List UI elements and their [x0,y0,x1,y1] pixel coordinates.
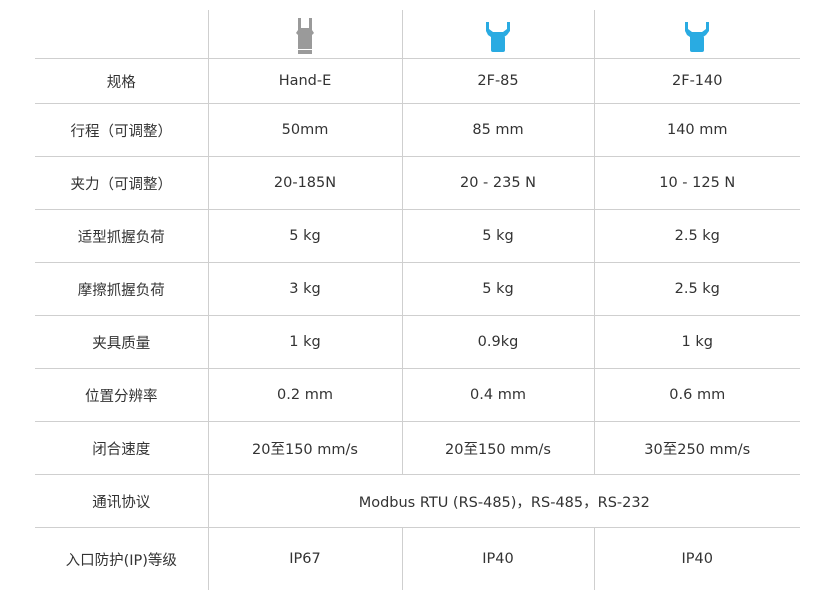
cell: Modbus RTU (RS-485)，RS-485，RS-232 [207,474,800,528]
row-label: 摩擦抓握负荷 [35,262,209,316]
row-label: 夹具质量 [35,315,209,369]
table-row: 闭合速度 20至150 mm/s 20至150 mm/s 30至250 mm/s [35,421,800,475]
row-label: 入口防护(IP)等级 [35,527,209,590]
row-label: 适型抓握负荷 [35,209,209,263]
cell: 0.4 mm [401,368,595,422]
cell: 1 kg [593,315,800,369]
table-row: 夹力（可调整） 20-185N 20 - 235 N 10 - 125 N [35,156,800,210]
cell: 2.5 kg [593,262,800,316]
cell: Hand-E [207,58,403,104]
header-row [35,10,800,59]
header-empty [35,10,209,59]
gripper-2f140-icon [685,22,710,52]
cell: 2F-140 [593,58,800,104]
header-2f140 [593,10,800,59]
table-row: 行程（可调整） 50mm 85 mm 140 mm [35,103,800,157]
table-row-ip: 入口防护(IP)等级 IP67 IP40 IP40 [35,527,800,590]
row-label: 夹力（可调整） [35,156,209,210]
header-hand-e [207,10,403,59]
cell: 20-185N [207,156,403,210]
cell: IP40 [401,527,595,590]
cell: 0.2 mm [207,368,403,422]
cell: 2F-85 [401,58,595,104]
row-label: 位置分辨率 [35,368,209,422]
cell: 5 kg [401,262,595,316]
row-label: 规格 [35,58,209,104]
cell: 85 mm [401,103,595,157]
cell: 5 kg [207,209,403,263]
row-label: 通讯协议 [35,474,209,528]
table-row-protocol: 通讯协议 Modbus RTU (RS-485)，RS-485，RS-232 [35,474,800,528]
gripper-hand-e-icon [296,18,314,54]
table-row: 适型抓握负荷 5 kg 5 kg 2.5 kg [35,209,800,263]
table-row: 摩擦抓握负荷 3 kg 5 kg 2.5 kg [35,262,800,316]
table-row: 规格 Hand-E 2F-85 2F-140 [35,58,800,104]
cell: 3 kg [207,262,403,316]
cell: IP40 [593,527,800,590]
header-2f85 [401,10,595,59]
cell: 50mm [207,103,403,157]
cell: 20至150 mm/s [207,421,403,475]
table-row: 夹具质量 1 kg 0.9kg 1 kg [35,315,800,369]
cell: 30至250 mm/s [593,421,800,475]
cell: 2.5 kg [593,209,800,263]
cell: 10 - 125 N [593,156,800,210]
cell: 0.6 mm [593,368,800,422]
cell: 0.9kg [401,315,595,369]
table-row: 位置分辨率 0.2 mm 0.4 mm 0.6 mm [35,368,800,422]
gripper-2f85-icon [486,22,510,52]
gripper-spec-table: 规格 Hand-E 2F-85 2F-140 行程（可调整） 50mm 85 mm 140 … [35,10,800,590]
cell: 20至150 mm/s [401,421,595,475]
row-label: 行程（可调整） [35,103,209,157]
cell: 5 kg [401,209,595,263]
cell: 1 kg [207,315,403,369]
cell: 20 - 235 N [401,156,595,210]
cell: 140 mm [593,103,800,157]
row-label: 闭合速度 [35,421,209,475]
cell: IP67 [207,527,403,590]
